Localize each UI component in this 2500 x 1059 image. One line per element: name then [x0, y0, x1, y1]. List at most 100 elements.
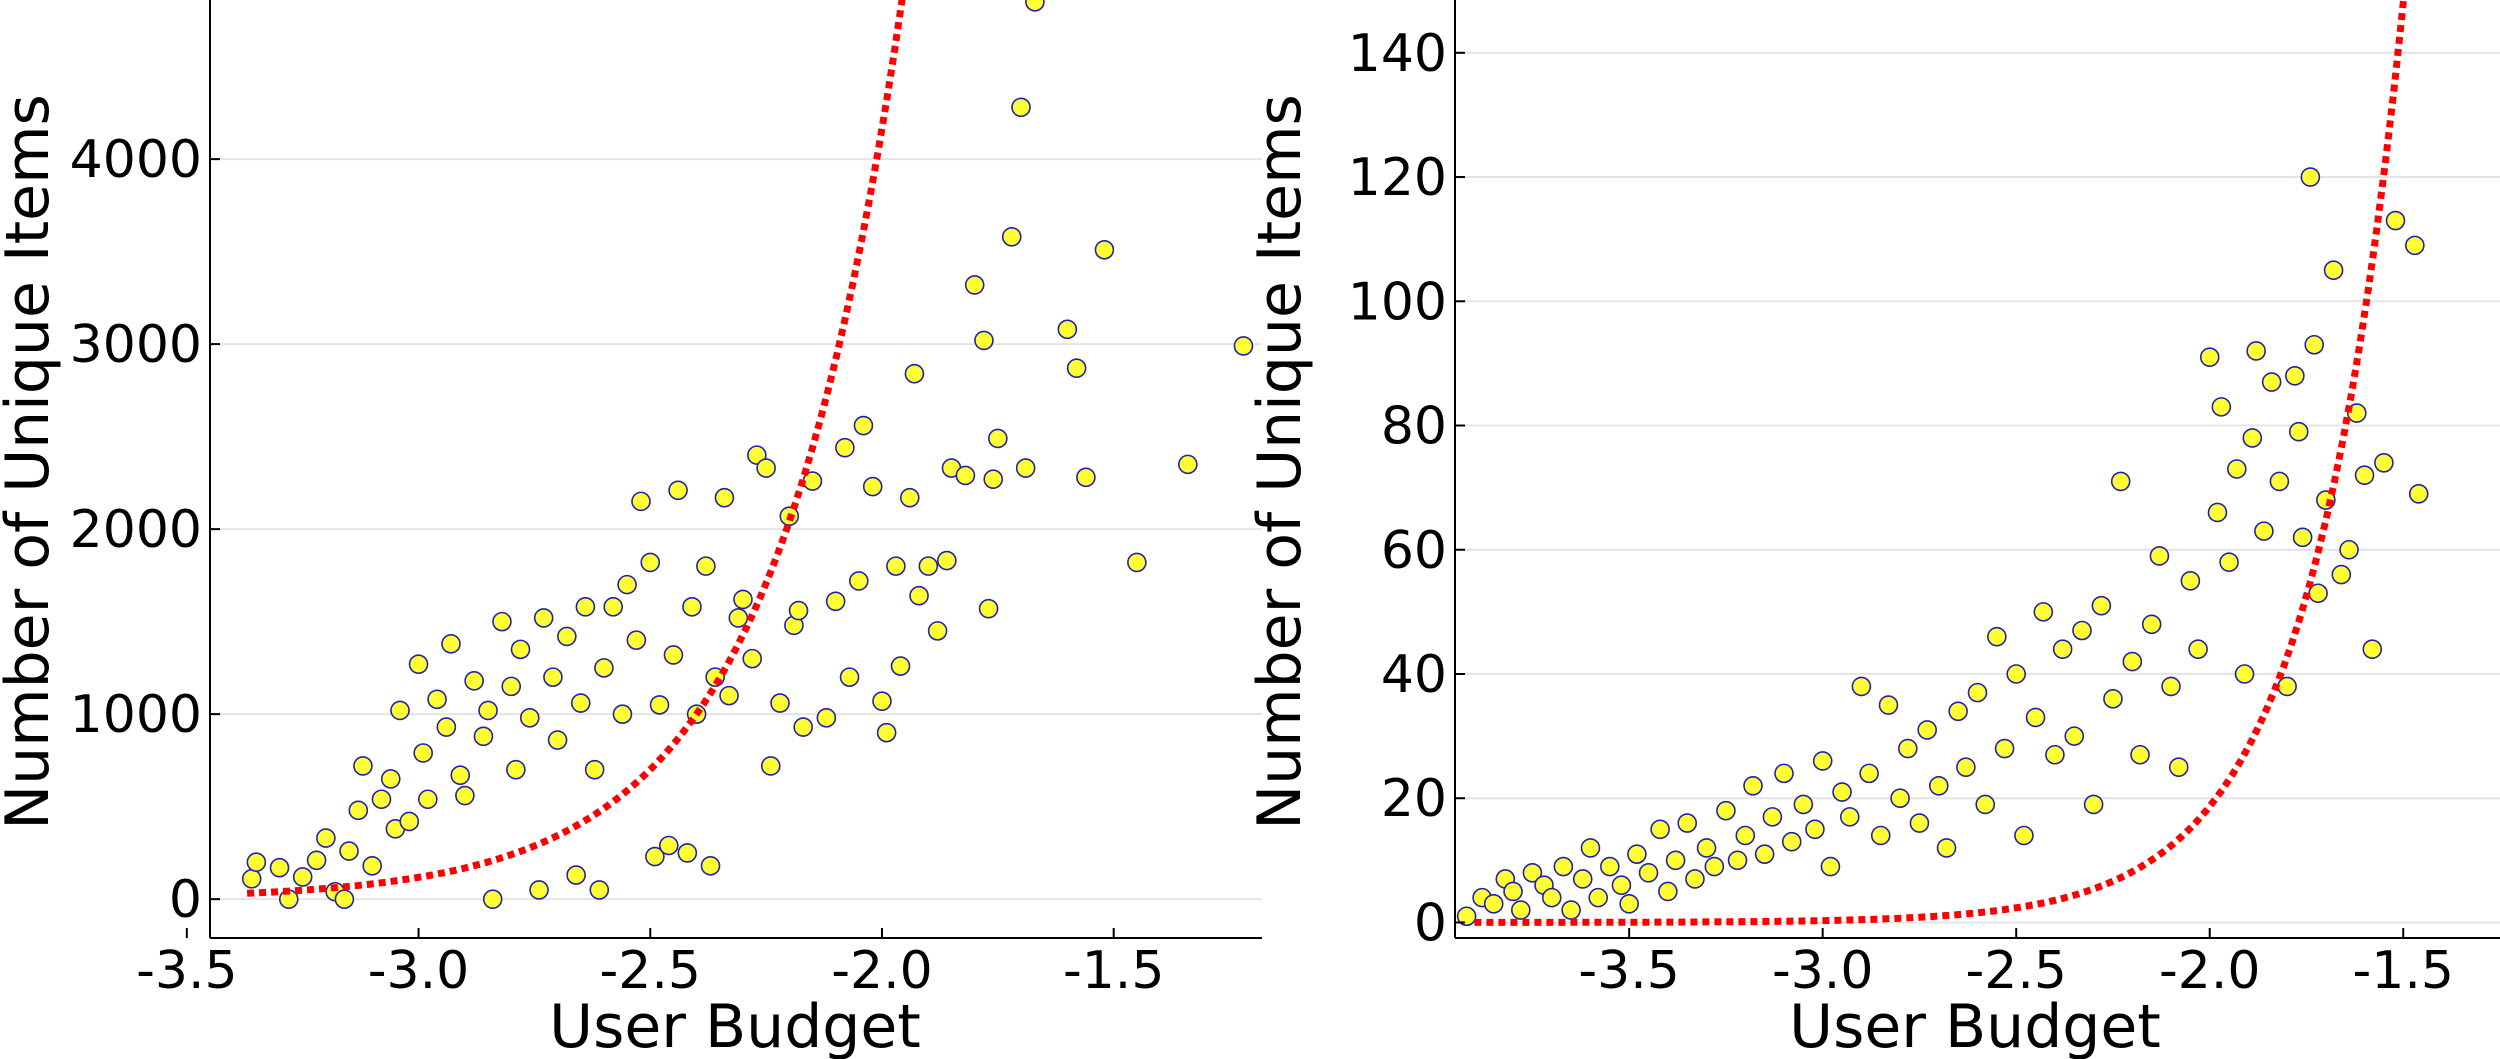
x-tick-label: -3.0	[1772, 941, 1873, 1001]
data-point	[390, 700, 410, 721]
y-tick-label: 20	[1381, 769, 1447, 829]
data-point	[1774, 763, 1794, 784]
data-point	[1820, 856, 1841, 877]
data-point	[964, 275, 985, 295]
gridlines	[1455, 51, 2500, 924]
data-point	[1754, 844, 1775, 864]
data-point	[501, 676, 522, 697]
data-point	[1898, 738, 1918, 759]
data-point	[1987, 626, 2007, 647]
data-point	[649, 695, 670, 715]
y-tick-label: 4000	[70, 130, 202, 190]
data-point	[1553, 856, 1574, 877]
data-point	[1627, 844, 1647, 864]
data-point	[2254, 521, 2274, 541]
data-point	[700, 856, 721, 876]
data-point	[1967, 682, 1988, 703]
data-point	[612, 704, 633, 724]
data-point	[756, 458, 776, 478]
data-point	[955, 465, 976, 486]
data-point	[2207, 502, 2228, 523]
data-point	[2354, 465, 2375, 486]
data-point	[719, 685, 739, 706]
data-point	[1178, 454, 1198, 475]
data-point	[1878, 695, 1899, 715]
data-point	[663, 645, 684, 665]
data-point	[543, 667, 563, 687]
y-tick-label: 0	[169, 870, 202, 930]
y-tick-label: 120	[1348, 148, 1447, 208]
y-tick-label: 60	[1381, 521, 1447, 581]
data-point	[362, 856, 383, 876]
data-point	[983, 469, 1004, 489]
data-point	[455, 785, 475, 806]
data-points	[241, 0, 1254, 909]
x-tick-label: -3.5	[136, 941, 237, 1001]
y-tick-label: 3000	[70, 315, 202, 375]
axes: 0 20 40 60 80 100 120 140 -3.5 -3.0 -2.5 -2.0 -1.5	[1348, 0, 2500, 1001]
data-point	[1805, 819, 1825, 840]
data-point	[1956, 757, 1976, 777]
data-point	[339, 841, 359, 861]
data-point	[2025, 707, 2046, 728]
data-point	[348, 800, 369, 821]
data-point	[2331, 564, 2352, 585]
data-point	[1859, 763, 1879, 784]
data-point	[2292, 527, 2313, 548]
data-point	[1650, 819, 1670, 840]
data-point	[482, 889, 503, 909]
data-point	[1793, 794, 1814, 815]
data-point	[2362, 639, 2383, 659]
data-point	[886, 556, 906, 576]
x-axis-label: User Budget	[1789, 992, 2161, 1059]
data-point	[2014, 825, 2034, 846]
data-point	[2261, 372, 2282, 392]
data-point	[306, 850, 327, 871]
data-point	[1503, 881, 1523, 902]
x-tick-label: -3.5	[1578, 941, 1679, 1001]
data-point	[714, 487, 735, 508]
data-point	[2277, 676, 2297, 697]
x-tick-label: -2.5	[600, 941, 701, 1001]
chart-left: Number of Unique Items User Budget 0 1000…	[0, 0, 1262, 1059]
data-point	[1832, 782, 1852, 802]
y-tick-label: 2000	[70, 500, 202, 560]
data-point	[2246, 341, 2266, 361]
data-point	[2052, 639, 2073, 659]
data-point	[1704, 856, 1725, 877]
data-point	[1890, 788, 1910, 809]
data-point	[408, 654, 429, 674]
data-point	[853, 415, 874, 436]
data-point	[246, 852, 267, 872]
data-point	[316, 828, 336, 848]
data-point	[1233, 336, 1254, 356]
data-point	[2064, 726, 2085, 746]
y-axis-label: Number of Unique Items	[0, 94, 63, 830]
data-point	[1619, 894, 1639, 914]
data-point	[1456, 906, 1477, 927]
data-point	[2408, 484, 2429, 504]
data-point	[2339, 539, 2359, 560]
data-point	[825, 591, 846, 612]
data-points	[1456, 167, 2429, 927]
data-point	[2288, 421, 2309, 442]
data-point	[334, 889, 355, 909]
data-point	[876, 722, 897, 743]
data-point	[570, 693, 591, 713]
data-point	[2300, 167, 2321, 187]
data-point	[1948, 701, 1968, 722]
data-point	[1094, 239, 1115, 260]
data-point	[353, 756, 373, 776]
data-point	[1909, 813, 1930, 833]
data-point	[2045, 744, 2065, 765]
data-point	[1665, 850, 1686, 871]
data-point	[566, 865, 586, 885]
data-point	[2211, 397, 2232, 417]
data-point	[640, 552, 661, 573]
fit-curve	[1474, 0, 2408, 926]
data-point	[575, 597, 596, 617]
data-point	[2285, 366, 2305, 386]
data-point	[793, 717, 813, 737]
axes: 0 1000 2000 3000 4000 -3.5 -3.0 -2.5 -2.0 -1.5	[70, 0, 1262, 1001]
